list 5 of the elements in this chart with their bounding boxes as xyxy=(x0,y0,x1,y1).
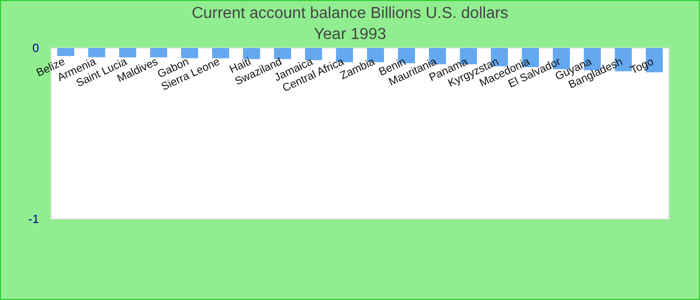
chart-title: Current account balance Billions U.S. dollars xyxy=(192,5,508,22)
y-tick-label: 0 xyxy=(32,41,40,55)
x-tick-label: Togo xyxy=(628,56,656,77)
y-tick-label: -1 xyxy=(28,212,40,226)
chart-subtitle: Year 1993 xyxy=(314,26,386,43)
